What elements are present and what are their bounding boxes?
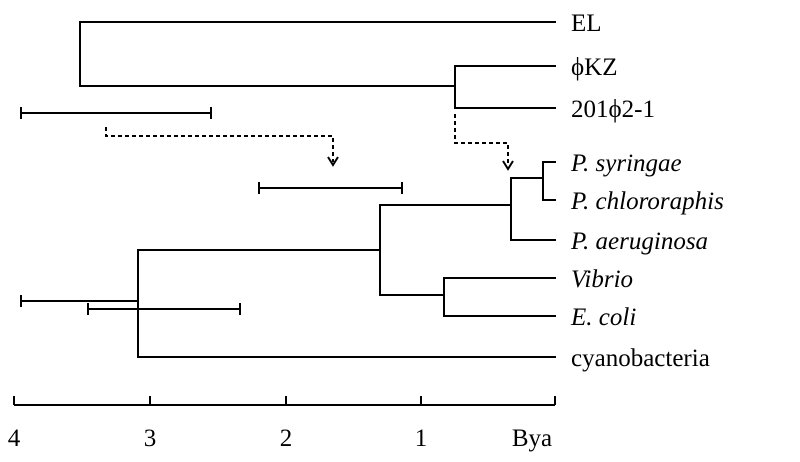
phage-clade (79, 21, 556, 109)
label-phikz: ϕKZ (571, 54, 617, 81)
dashed-arrow-left (105, 127, 339, 167)
label-p-syringae: P. syringae (570, 150, 682, 177)
label-vibrio: Vibrio (571, 266, 633, 293)
axis-tick-label-2: 2 (280, 425, 293, 452)
label-p-chlororaphis: P. chlororaphis (570, 188, 724, 215)
branch-phage-root (79, 21, 456, 87)
axis-tick-label-3: 3 (144, 425, 157, 452)
error-bars (20, 107, 403, 315)
taxon-labels: EL ϕKZ 201ϕ2-1 P. syringae P. chlororaph… (570, 10, 724, 372)
label-el: EL (571, 10, 602, 37)
label-201phi21: 201ϕ2-1 (571, 96, 655, 123)
axis-tick-label-4: 4 (8, 425, 21, 452)
axis-tick-label-1: 1 (415, 425, 428, 452)
dashed-arrows (105, 114, 514, 171)
time-axis: 4 3 2 1 Bya (8, 396, 556, 452)
label-e-coli: E. coli (570, 304, 636, 331)
error-bar-bacteria-root-a (20, 295, 138, 307)
error-bar-bacteria-root-b (87, 303, 241, 315)
bacteria-clade (137, 161, 556, 358)
label-cyanobacteria: cyanobacteria (571, 345, 710, 372)
dashed-arrow-right (454, 114, 514, 171)
error-bar-phage-root (20, 107, 212, 119)
error-bar-proteobacteria (258, 182, 403, 194)
label-p-aeruginosa: P. aeruginosa (570, 228, 708, 255)
axis-unit-label: Bya (512, 425, 552, 452)
